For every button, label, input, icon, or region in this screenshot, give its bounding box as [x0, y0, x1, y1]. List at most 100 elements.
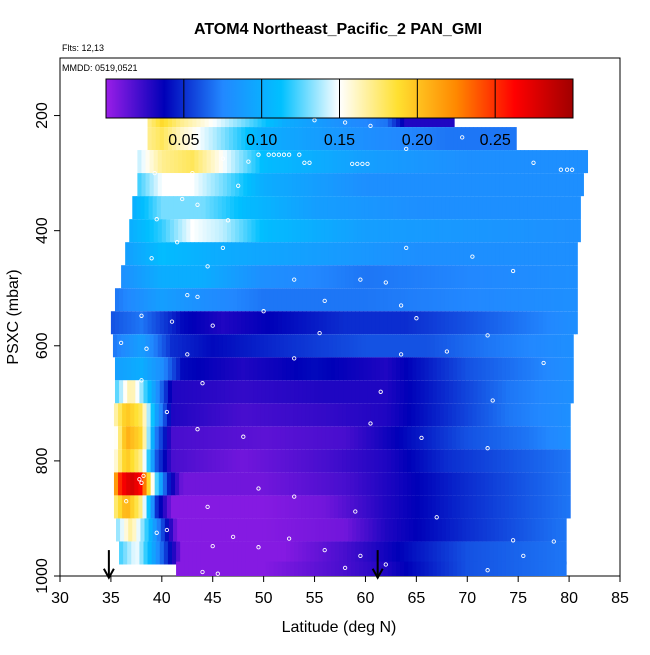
heatmap-cell: [544, 150, 550, 174]
heatmap-cell: [281, 561, 287, 576]
heatmap-cell: [491, 150, 497, 174]
heatmap-cell: [148, 518, 154, 542]
heatmap-cell: [520, 242, 525, 266]
heatmap-cell: [139, 357, 145, 381]
heatmap-cell: [368, 518, 374, 542]
heatmap-cell: [422, 334, 428, 358]
heatmap-cell: [495, 265, 501, 289]
heatmap-cell: [476, 449, 482, 473]
heatmap-cell: [501, 357, 507, 381]
heatmap-cell: [239, 173, 244, 197]
heatmap-cell: [386, 472, 392, 496]
heatmap-cell: [206, 334, 212, 358]
heatmap-cell: [520, 150, 525, 174]
heatmap-cell: [472, 426, 478, 450]
heatmap-cell: [161, 173, 167, 197]
heatmap-cell: [243, 265, 248, 289]
heatmap-cell: [332, 219, 338, 243]
heatmap-cell: [218, 219, 224, 243]
heatmap-cell: [332, 265, 338, 289]
heatmap-cell: [552, 150, 558, 174]
heatmap-cell: [338, 127, 344, 151]
heatmap-cell: [285, 426, 290, 450]
sample-point: [490, 398, 495, 403]
heatmap-cell: [172, 380, 177, 404]
heatmap-cell: [429, 518, 435, 542]
heatmap-cell: [190, 150, 195, 174]
heatmap-cell: [419, 449, 425, 473]
heatmap-cell: [176, 311, 181, 335]
heatmap-cell: [243, 242, 248, 266]
heatmap-cell: [252, 449, 258, 473]
heatmap-cell: [465, 380, 470, 404]
heatmap-cell: [274, 196, 280, 220]
heatmap-cell: [351, 357, 356, 381]
heatmap-cell: [436, 127, 442, 151]
heatmap-cell: [537, 449, 543, 473]
heatmap-cell: [302, 127, 307, 151]
heatmap-cell: [148, 196, 154, 220]
heatmap-cell: [518, 561, 523, 576]
heatmap-cell: [391, 380, 397, 404]
heatmap-cell: [302, 561, 307, 576]
heatmap-cell: [541, 495, 547, 519]
heatmap-cell: [333, 495, 339, 519]
heatmap-cell: [400, 311, 405, 335]
heatmap-cell: [462, 518, 467, 542]
heatmap-cell: [216, 561, 222, 576]
heatmap-cell: [465, 357, 470, 381]
heatmap-cell: [347, 561, 352, 576]
heatmap-cell: [366, 472, 372, 496]
heatmap-cell: [302, 311, 307, 335]
heatmap-cell: [141, 265, 147, 289]
heatmap-cell: [446, 173, 452, 197]
heatmap-cell: [357, 219, 362, 243]
heatmap-cell: [271, 150, 277, 174]
heatmap-cell: [402, 150, 407, 174]
heatmap-cell: [385, 173, 391, 197]
heatmap-cell: [279, 334, 285, 358]
heatmap-cell: [459, 265, 464, 289]
sample-point: [368, 123, 373, 129]
heatmap-cell: [343, 541, 348, 565]
x-tick-label: 60: [357, 590, 375, 607]
heatmap-cell: [557, 403, 563, 427]
heatmap-cell: [448, 357, 454, 381]
heatmap-cell: [431, 426, 437, 450]
heatmap-cell: [202, 219, 208, 243]
heatmap-cell: [261, 288, 267, 312]
heatmap-cell: [318, 561, 324, 576]
heatmap-cell: [245, 127, 250, 151]
heatmap-cell: [430, 242, 436, 266]
heatmap-cell: [166, 472, 172, 496]
heatmap-cell: [407, 403, 412, 427]
heatmap-cell: [461, 288, 466, 312]
heatmap-cell: [312, 242, 318, 266]
heatmap-cell: [259, 242, 265, 266]
heatmap-cell: [380, 518, 386, 542]
sample-point: [286, 152, 292, 157]
heatmap-cell: [549, 495, 555, 519]
heatmap-cell: [533, 403, 539, 427]
heatmap-cell: [545, 426, 551, 450]
heatmap-cell: [261, 380, 267, 404]
heatmap-cell: [500, 426, 506, 450]
heatmap-cell: [446, 334, 452, 358]
heatmap-cell: [552, 219, 558, 243]
heatmap-cell: [207, 403, 213, 427]
heatmap-cell: [266, 196, 272, 220]
heatmap-cell: [471, 242, 477, 266]
heatmap-cell: [132, 518, 137, 542]
heatmap-cell: [478, 196, 484, 220]
heatmap-cell: [404, 127, 409, 151]
heatmap-cell: [443, 403, 449, 427]
heatmap-cell: [267, 219, 273, 243]
heatmap-cell: [332, 334, 338, 358]
heatmap-cell: [406, 150, 411, 174]
heatmap-cell: [564, 518, 567, 542]
sample-point: [541, 360, 546, 366]
heatmap-cell: [222, 219, 228, 243]
heatmap-cell: [112, 334, 118, 358]
heatmap-cell: [338, 311, 344, 335]
heatmap-cell: [306, 127, 312, 151]
